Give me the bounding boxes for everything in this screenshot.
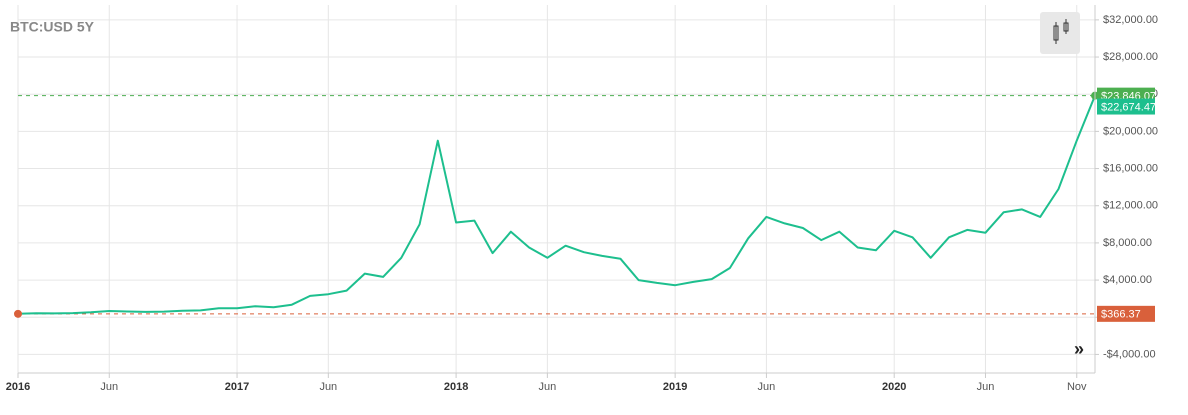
x-tick-label: 2017 — [225, 381, 249, 393]
y-tick-label: $20,000.00 — [1103, 125, 1158, 137]
y-tick-label: $32,000.00 — [1103, 14, 1158, 26]
x-tick-label: Jun — [538, 381, 556, 393]
chart-title: BTC:USD 5Y — [10, 19, 95, 35]
reference-point — [14, 309, 22, 318]
y-tick-label: $4,000.00 — [1103, 274, 1152, 286]
reference-label: $366.37 — [1101, 309, 1141, 321]
reference-box — [1097, 305, 1155, 322]
chart-type-button[interactable] — [1040, 12, 1080, 54]
scroll-button[interactable]: » — [1074, 339, 1084, 359]
last-price-box — [1097, 98, 1155, 115]
marks — [14, 91, 1099, 318]
x-tick-label: Jun — [977, 381, 995, 393]
x-tick-label: 2018 — [444, 381, 468, 393]
grid: -$4,000.00$0.00$4,000.00$8,000.00$12,000… — [6, 5, 1158, 393]
labels: $23,846.07$366.37$22,674.47 — [1097, 87, 1156, 322]
x-tick-label: Nov — [1067, 381, 1087, 393]
last-price-label: $22,674.47 — [1101, 101, 1156, 113]
y-tick-label: -$4,000.00 — [1103, 348, 1156, 360]
x-tick-label: 2019 — [663, 381, 687, 393]
x-tick-label: Jun — [100, 381, 118, 393]
y-tick-label: $28,000.00 — [1103, 51, 1158, 63]
y-tick-label: $8,000.00 — [1103, 237, 1152, 249]
x-tick-label: 2016 — [6, 381, 30, 393]
y-tick-label: $12,000.00 — [1103, 200, 1158, 212]
price-line — [17, 95, 1096, 315]
x-tick-label: Jun — [319, 381, 337, 393]
x-tick-label: Jun — [758, 381, 776, 393]
x-tick-label: 2020 — [882, 381, 906, 393]
y-tick-label: $16,000.00 — [1103, 162, 1158, 174]
